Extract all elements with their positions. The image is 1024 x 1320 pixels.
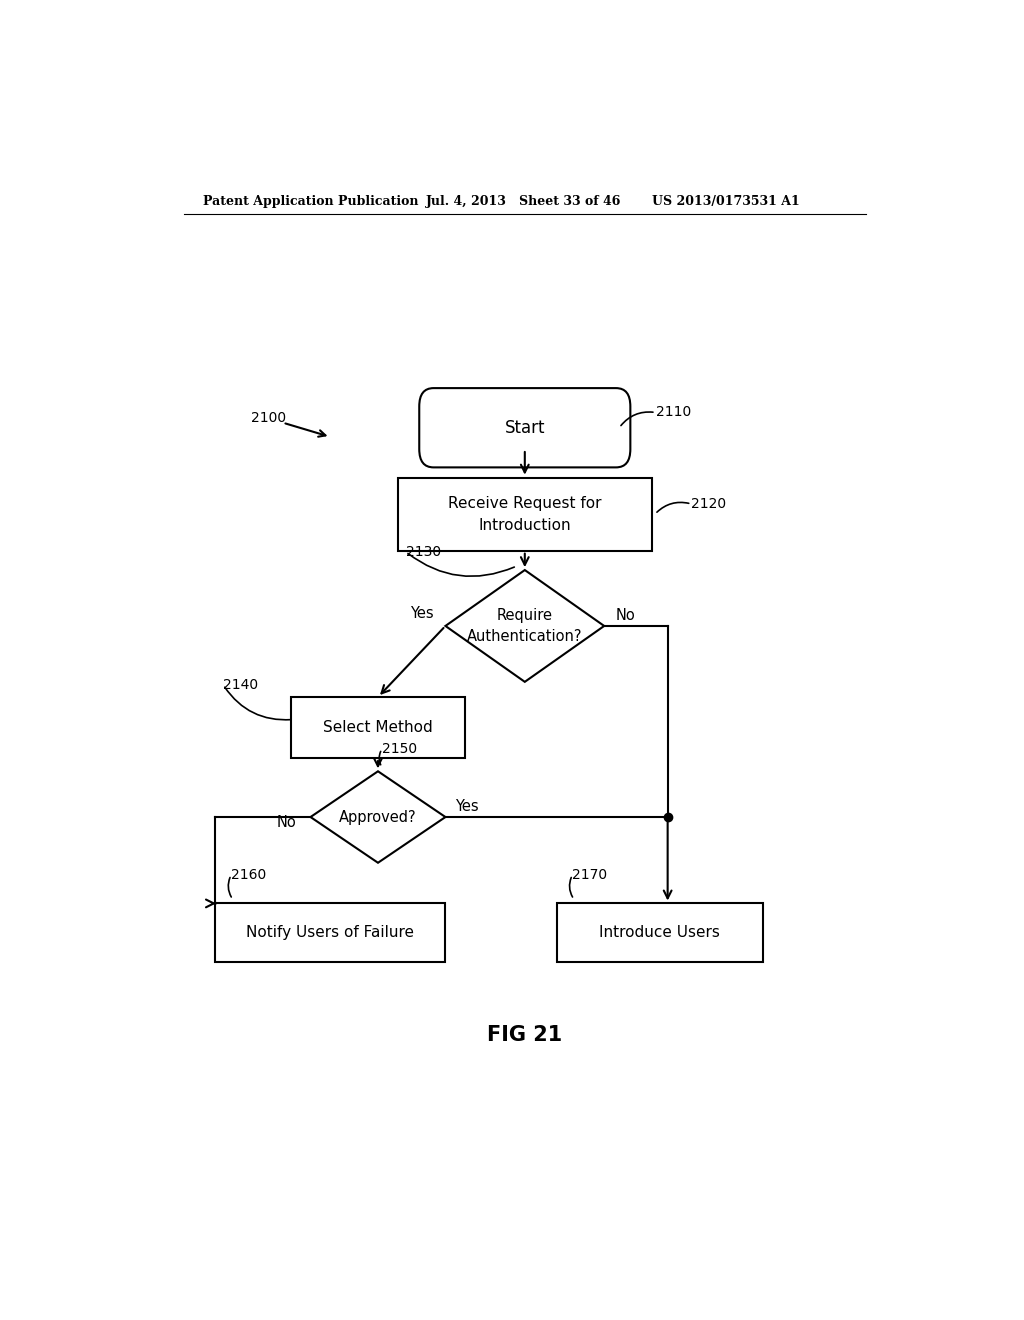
Bar [291, 697, 465, 758]
Text: No: No [276, 814, 296, 829]
Text: 2170: 2170 [572, 869, 607, 882]
Text: Introduce Users: Introduce Users [599, 925, 720, 940]
Text: 2120: 2120 [691, 496, 727, 511]
Text: 2150: 2150 [382, 742, 417, 756]
Polygon shape [445, 570, 604, 682]
Text: 2130: 2130 [406, 545, 441, 558]
Bar [215, 903, 445, 962]
Text: Start: Start [505, 418, 545, 437]
Text: Receive Request for
Introduction: Receive Request for Introduction [449, 495, 601, 533]
Text: 2100: 2100 [251, 411, 286, 425]
Text: Yes: Yes [455, 800, 478, 814]
Text: US 2013/0173531 A1: US 2013/0173531 A1 [652, 194, 800, 207]
Text: Patent Application Publication: Patent Application Publication [204, 194, 419, 207]
Text: No: No [616, 609, 636, 623]
FancyBboxPatch shape [419, 388, 631, 467]
Text: FIG 21: FIG 21 [487, 1024, 562, 1044]
Text: Select Method: Select Method [324, 721, 433, 735]
Bar [557, 903, 763, 962]
Text: Require
Authentication?: Require Authentication? [467, 609, 583, 644]
Bar [397, 478, 651, 550]
Text: Notify Users of Failure: Notify Users of Failure [247, 925, 415, 940]
Text: 2160: 2160 [231, 869, 266, 882]
Polygon shape [310, 771, 445, 863]
Text: Approved?: Approved? [339, 809, 417, 825]
Text: 2110: 2110 [655, 405, 691, 420]
Text: 2140: 2140 [223, 678, 258, 692]
Text: Yes: Yes [410, 606, 433, 622]
Text: Jul. 4, 2013   Sheet 33 of 46: Jul. 4, 2013 Sheet 33 of 46 [426, 194, 621, 207]
